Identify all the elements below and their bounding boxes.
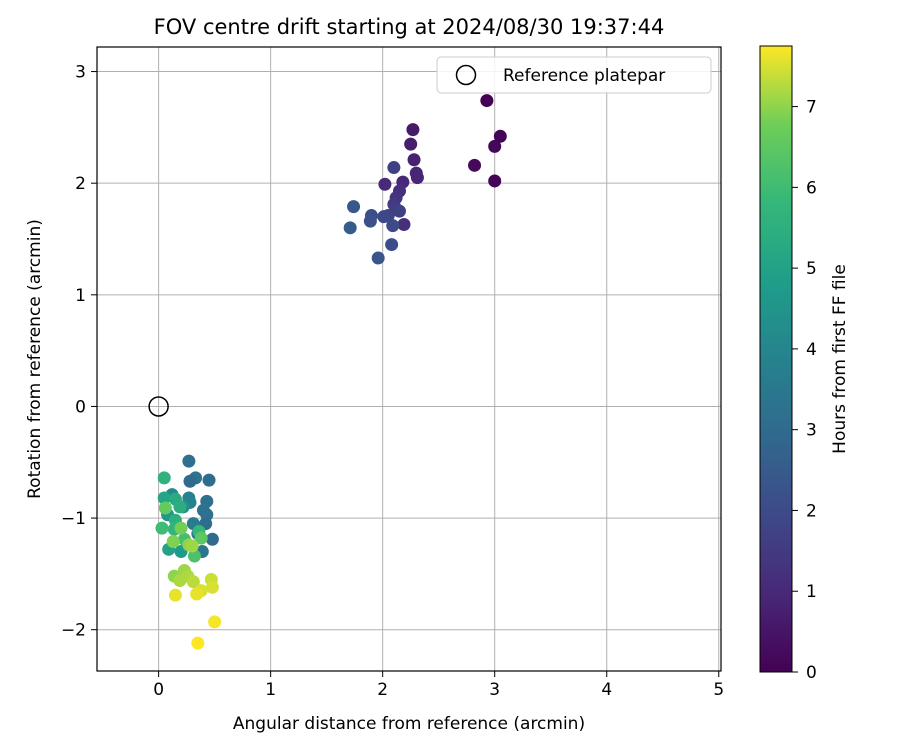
- x-axis-ticks: 0 1 2 3 4 5: [153, 671, 724, 700]
- data-point: [385, 238, 399, 252]
- x-tick-label: 5: [713, 680, 724, 700]
- data-point: [493, 129, 507, 143]
- x-tick-label: 2: [377, 680, 388, 700]
- legend-box: [436, 56, 712, 94]
- colorbar-tick-label: 1: [806, 582, 817, 602]
- colorbar-tick-label: 6: [806, 178, 817, 198]
- data-point: [363, 214, 377, 228]
- plot-area: 0 1 2 3 4 5 −2 −1 0 1 2 3: [61, 46, 724, 700]
- x-axis-label: Angular distance from reference (arcmin): [233, 714, 585, 734]
- plot-frame: [96, 46, 722, 672]
- data-point: [397, 217, 411, 231]
- colorbar-tick-label: 2: [806, 501, 817, 521]
- colorbar-label: Hours from first FF file: [830, 264, 850, 454]
- data-point: [187, 549, 201, 563]
- data-point: [480, 94, 494, 108]
- data-point: [158, 501, 172, 515]
- data-point: [157, 471, 171, 485]
- colorbar-gradient: [759, 45, 793, 673]
- colorbar-tick-label: 3: [806, 421, 817, 441]
- colorbar-ticks: 0 1 2 3 4 5 6 7: [792, 98, 817, 683]
- data-point: [174, 521, 188, 535]
- x-tick-label: 0: [153, 680, 164, 700]
- data-point: [407, 153, 421, 167]
- y-axis-label: Rotation from reference (arcmin): [25, 219, 45, 499]
- colorbar-tick-label: 0: [806, 663, 817, 683]
- y-tick-label: 0: [75, 397, 86, 417]
- reference-platepar-marker: [148, 396, 169, 417]
- data-point: [205, 580, 219, 594]
- data-point: [378, 177, 392, 191]
- data-point: [185, 539, 199, 553]
- data-point: [173, 500, 187, 514]
- legend-entry-reference: Reference platepar: [503, 66, 665, 86]
- legend: Reference platepar: [436, 56, 712, 94]
- data-point: [182, 454, 196, 468]
- data-point: [205, 532, 219, 546]
- data-point: [392, 204, 406, 218]
- data-point: [406, 123, 420, 137]
- data-point: [208, 615, 222, 629]
- colorbar-tick-label: 7: [806, 98, 817, 118]
- data-point: [488, 139, 502, 153]
- data-point: [186, 575, 200, 589]
- data-point: [202, 473, 216, 487]
- chart-title: FOV centre drift starting at 2024/08/30 …: [154, 15, 665, 39]
- data-point: [377, 210, 391, 224]
- data-point: [371, 251, 385, 265]
- y-tick-label: 3: [75, 63, 86, 83]
- data-point: [190, 587, 204, 601]
- data-point: [387, 161, 401, 175]
- data-points: [155, 94, 507, 650]
- data-point: [404, 137, 418, 151]
- y-tick-label: −2: [61, 621, 86, 641]
- data-point: [173, 574, 187, 588]
- data-point: [194, 531, 208, 545]
- legend-marker-icon: [455, 64, 477, 86]
- x-tick-label: 4: [601, 680, 612, 700]
- data-point: [488, 174, 502, 188]
- data-point: [191, 636, 205, 650]
- plot-background: [97, 47, 721, 671]
- y-axis-ticks: −2 −1 0 1 2 3: [61, 63, 97, 641]
- colorbar-tick-label: 5: [806, 259, 817, 279]
- data-point: [155, 521, 169, 535]
- data-point: [166, 535, 180, 549]
- data-point: [343, 221, 357, 235]
- x-tick-label: 1: [265, 680, 276, 700]
- data-point: [157, 491, 171, 505]
- data-point: [347, 200, 361, 214]
- x-tick-label: 3: [489, 680, 500, 700]
- y-tick-label: 1: [75, 286, 86, 306]
- y-tick-label: 2: [75, 174, 86, 194]
- data-point: [183, 474, 197, 488]
- data-point: [468, 158, 482, 172]
- colorbar: 0 1 2 3 4 5 6 7 Hours from first FF file: [759, 45, 850, 683]
- y-tick-label: −1: [61, 509, 86, 529]
- data-point: [410, 171, 424, 185]
- data-point: [168, 588, 182, 602]
- colorbar-tick-label: 4: [806, 340, 817, 360]
- data-point: [386, 219, 400, 233]
